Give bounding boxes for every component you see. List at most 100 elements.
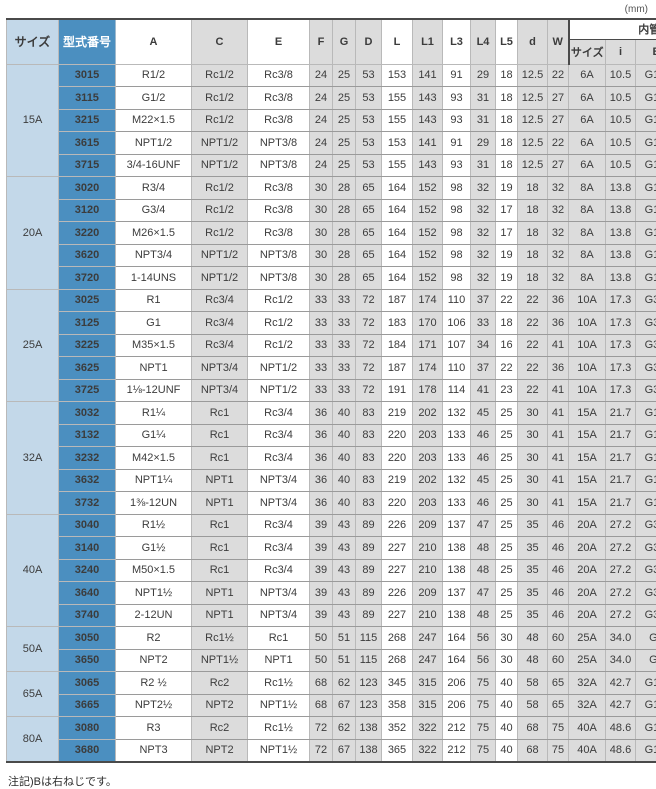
model-number-cell[interactable]: 3125 — [59, 312, 116, 335]
header-inner-size: サイズ — [569, 39, 606, 64]
cell-d: 58 — [518, 672, 548, 695]
cell-L: 220 — [382, 447, 413, 470]
cell-L4: 29 — [471, 132, 496, 155]
model-number-cell[interactable]: 3040 — [59, 514, 116, 537]
cell-W: 41 — [548, 379, 569, 402]
cell-F: 30 — [310, 199, 333, 222]
model-number-cell[interactable]: 3220 — [59, 222, 116, 245]
cell-G: 25 — [333, 64, 356, 87]
cell-A: R2 ½ — [116, 672, 192, 695]
cell-C: NPT1 — [192, 604, 248, 627]
cell-D: 89 — [356, 582, 382, 605]
model-number-cell[interactable]: 3725 — [59, 379, 116, 402]
cell-E: NPT1/2 — [248, 379, 310, 402]
cell-L5: 25 — [496, 604, 518, 627]
model-number-cell[interactable]: 3632 — [59, 469, 116, 492]
model-number-cell[interactable]: 3215 — [59, 109, 116, 132]
cell-D: 89 — [356, 514, 382, 537]
cell-L4: 31 — [471, 87, 496, 110]
cell-L: 220 — [382, 424, 413, 447]
header-col-E: E — [248, 19, 310, 64]
cell-L5: 18 — [496, 87, 518, 110]
cell-B: G1¼ — [636, 672, 656, 695]
cell-L3: 98 — [443, 222, 471, 245]
model-number-cell[interactable]: 3650 — [59, 649, 116, 672]
cell-L: 227 — [382, 559, 413, 582]
cell-E: NPT3/8 — [248, 154, 310, 177]
cell-L1: 203 — [413, 424, 443, 447]
cell-B: G1¼ — [636, 694, 656, 717]
cell-L: 352 — [382, 717, 413, 740]
model-number-cell[interactable]: 3680 — [59, 739, 116, 762]
cell-L5: 25 — [496, 492, 518, 515]
model-number-cell[interactable]: 3065 — [59, 672, 116, 695]
cell-E: NPT1½ — [248, 739, 310, 762]
cell-i: 21.7 — [606, 424, 636, 447]
cell-D: 65 — [356, 267, 382, 290]
model-number-cell[interactable]: 3015 — [59, 64, 116, 87]
cell-L1: 143 — [413, 154, 443, 177]
model-number-cell[interactable]: 3232 — [59, 447, 116, 470]
cell-D: 115 — [356, 649, 382, 672]
cell-F: 50 — [310, 649, 333, 672]
model-number-cell[interactable]: 3740 — [59, 604, 116, 627]
model-number-cell[interactable]: 3080 — [59, 717, 116, 740]
cell-i: 27.2 — [606, 537, 636, 560]
cell-A: 1-14UNS — [116, 267, 192, 290]
model-number-cell[interactable]: 3732 — [59, 492, 116, 515]
cell-G: 62 — [333, 672, 356, 695]
cell-L3: 132 — [443, 469, 471, 492]
cell-isize: 6A — [569, 109, 606, 132]
cell-B: G1/2 — [636, 424, 656, 447]
model-number-cell[interactable]: 3132 — [59, 424, 116, 447]
cell-C: NPT1 — [192, 582, 248, 605]
model-number-cell[interactable]: 3240 — [59, 559, 116, 582]
cell-C: Rc1 — [192, 537, 248, 560]
model-number-cell[interactable]: 3225 — [59, 334, 116, 357]
model-number-cell[interactable]: 3620 — [59, 244, 116, 267]
cell-A: NPT1/2 — [116, 132, 192, 155]
cell-L: 164 — [382, 222, 413, 245]
model-number-cell[interactable]: 3625 — [59, 357, 116, 380]
cell-d: 22 — [518, 334, 548, 357]
model-number-cell[interactable]: 3120 — [59, 199, 116, 222]
cell-L5: 30 — [496, 627, 518, 650]
model-number-cell[interactable]: 3720 — [59, 267, 116, 290]
cell-isize: 10A — [569, 289, 606, 312]
cell-L3: 91 — [443, 64, 471, 87]
cell-d: 35 — [518, 514, 548, 537]
model-number-cell[interactable]: 3020 — [59, 177, 116, 200]
cell-D: 138 — [356, 717, 382, 740]
cell-E: NPT3/4 — [248, 492, 310, 515]
cell-d: 35 — [518, 582, 548, 605]
cell-L4: 37 — [471, 357, 496, 380]
cell-L3: 164 — [443, 627, 471, 650]
cell-L1: 209 — [413, 514, 443, 537]
cell-L: 227 — [382, 537, 413, 560]
model-number-cell[interactable]: 3715 — [59, 154, 116, 177]
model-number-cell[interactable]: 3032 — [59, 402, 116, 425]
cell-W: 46 — [548, 559, 569, 582]
model-number-cell[interactable]: 3640 — [59, 582, 116, 605]
model-number-cell[interactable]: 3140 — [59, 537, 116, 560]
cell-E: Rc1/2 — [248, 312, 310, 335]
model-number-cell[interactable]: 3025 — [59, 289, 116, 312]
model-number-cell[interactable]: 3665 — [59, 694, 116, 717]
cell-L3: 212 — [443, 717, 471, 740]
cell-A: G1 — [116, 312, 192, 335]
cell-G: 25 — [333, 132, 356, 155]
cell-L: 227 — [382, 604, 413, 627]
cell-G: 33 — [333, 379, 356, 402]
size-group-cell: 20A — [7, 177, 59, 290]
cell-W: 41 — [548, 402, 569, 425]
cell-L5: 18 — [496, 154, 518, 177]
cell-D: 138 — [356, 739, 382, 762]
model-number-cell[interactable]: 3115 — [59, 87, 116, 110]
model-number-cell[interactable]: 3615 — [59, 132, 116, 155]
cell-L5: 22 — [496, 357, 518, 380]
model-number-cell[interactable]: 3050 — [59, 627, 116, 650]
cell-isize: 15A — [569, 469, 606, 492]
